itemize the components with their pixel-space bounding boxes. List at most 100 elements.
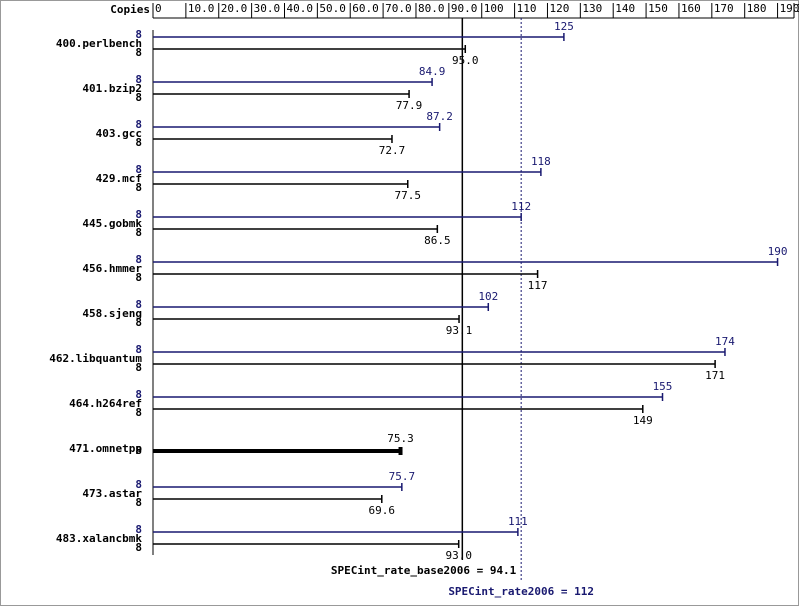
bar: [153, 33, 565, 41]
category-label: 400.perlbench: [56, 37, 142, 50]
copies-label: 8: [135, 73, 142, 86]
bar: [153, 168, 542, 176]
value-label: 112: [511, 200, 531, 213]
category-label: 471.omnetpp: [69, 442, 142, 455]
bar: [153, 540, 460, 548]
copies-label: 8: [135, 181, 142, 194]
x-tick-label: 130: [582, 2, 602, 15]
x-tick-label: 70.0: [385, 2, 412, 15]
bar: [153, 45, 467, 53]
bar: [153, 78, 433, 86]
x-tick-label: 100: [484, 2, 504, 15]
x-tick-label: 110: [517, 2, 537, 15]
copies-label: 8: [135, 444, 142, 457]
bar: [153, 393, 664, 401]
value-label: 125: [554, 20, 574, 33]
category-label: 429.mcf: [96, 172, 142, 185]
value-label: 171: [705, 369, 725, 382]
bar: [153, 360, 716, 368]
copies-header: Copies: [110, 3, 150, 16]
reference-label: SPECint_rate2006 = 112: [448, 585, 594, 598]
value-label: 190: [768, 245, 788, 258]
category-label: 464.h264ref: [69, 397, 142, 410]
value-label: 75.3: [387, 432, 414, 445]
value-label: 72.7: [379, 144, 406, 157]
bar: [153, 90, 410, 98]
value-label: 84.9: [419, 65, 446, 78]
copies-label: 8: [135, 361, 142, 374]
value-label: 77.5: [395, 189, 422, 202]
bar: [153, 315, 460, 323]
bar: [153, 180, 409, 188]
bar: [153, 303, 490, 311]
x-tick-label: 20.0: [221, 2, 248, 15]
category-label: 473.astar: [82, 487, 142, 500]
copies-label: 8: [135, 28, 142, 41]
value-label: 93.1: [446, 324, 473, 337]
x-tick-label: 195: [796, 2, 799, 15]
category-label: 458.sjeng: [82, 307, 142, 320]
x-tick-label: 80.0: [418, 2, 445, 15]
value-label: 69.6: [369, 504, 396, 517]
category-label: 445.gobmk: [82, 217, 142, 230]
copies-label: 8: [135, 316, 142, 329]
bar: [153, 123, 441, 131]
category-label: 483.xalancbmk: [56, 532, 142, 545]
copies-label: 8: [135, 496, 142, 509]
bar: [153, 405, 644, 413]
x-tick-label: 40.0: [286, 2, 313, 15]
value-label: 118: [531, 155, 551, 168]
copies-label: 8: [135, 136, 142, 149]
x-tick-label: 10.0: [188, 2, 215, 15]
bar: [153, 225, 439, 233]
x-tick-label: 160: [681, 2, 701, 15]
value-label: 111: [508, 515, 528, 528]
bar: [153, 528, 519, 536]
copies-label: 8: [135, 91, 142, 104]
copies-label: 8: [135, 271, 142, 284]
copies-label: 8: [135, 523, 142, 536]
copies-label: 8: [135, 541, 142, 554]
copies-label: 8: [135, 163, 142, 176]
copies-label: 8: [135, 388, 142, 401]
copies-label: 8: [135, 406, 142, 419]
value-label: 75.7: [389, 470, 416, 483]
value-label: 95.0: [452, 54, 479, 67]
x-tick-label: 90.0: [451, 2, 478, 15]
bar: [153, 483, 403, 491]
bar: [153, 348, 726, 356]
bar: [153, 270, 539, 278]
x-tick-label: 120: [549, 2, 569, 15]
copies-label: 8: [135, 253, 142, 266]
bar: [153, 135, 393, 143]
value-label: 86.5: [424, 234, 451, 247]
x-tick-label: 180: [747, 2, 767, 15]
x-tick-label: 170: [714, 2, 734, 15]
x-tick-label: 30.0: [254, 2, 281, 15]
bar: [153, 258, 779, 266]
reference-label: SPECint_rate_base2006 = 94.1: [331, 564, 517, 577]
bar: [153, 213, 522, 221]
value-label: 77.9: [396, 99, 423, 112]
category-label: 403.gcc: [96, 127, 142, 140]
bar: [153, 447, 403, 455]
bar: [153, 495, 383, 503]
category-label: 456.hmmer: [82, 262, 142, 275]
category-label: 401.bzip2: [82, 82, 142, 95]
copies-label: 8: [135, 343, 142, 356]
copies-label: 8: [135, 118, 142, 131]
x-tick-label: 0: [155, 2, 162, 15]
copies-label: 8: [135, 478, 142, 491]
x-tick-label: 60.0: [352, 2, 379, 15]
x-tick-label: 50.0: [319, 2, 346, 15]
category-label: 462.libquantum: [49, 352, 142, 365]
value-label: 155: [653, 380, 673, 393]
copies-label: 8: [135, 46, 142, 59]
x-tick-label: 150: [648, 2, 668, 15]
copies-label: 8: [135, 298, 142, 311]
value-label: 102: [478, 290, 498, 303]
value-label: 117: [528, 279, 548, 292]
